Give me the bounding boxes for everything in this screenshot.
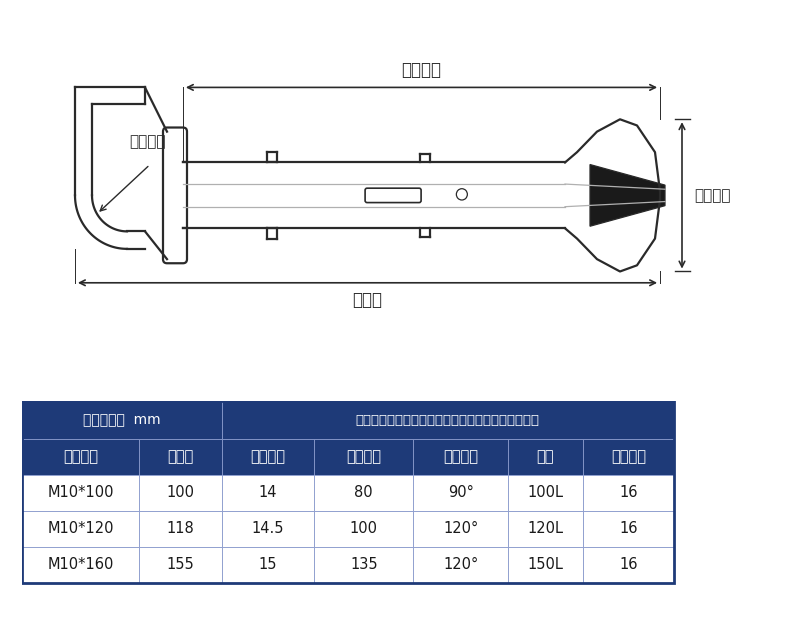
Text: M10*100: M10*100 bbox=[47, 486, 114, 500]
Bar bbox=[583, 547, 674, 583]
Bar bbox=[413, 547, 508, 583]
Text: 16: 16 bbox=[619, 486, 638, 500]
Bar bbox=[22, 475, 139, 511]
Text: 套管外径: 套管外径 bbox=[250, 450, 285, 465]
Text: 80: 80 bbox=[355, 486, 373, 500]
Text: 100L: 100L bbox=[528, 486, 563, 500]
Text: 90°: 90° bbox=[448, 486, 473, 500]
Bar bbox=[314, 439, 413, 475]
Bar bbox=[508, 511, 583, 547]
Polygon shape bbox=[590, 165, 665, 226]
Text: 测量单位：  mm: 测量单位： mm bbox=[83, 413, 160, 427]
Text: 弯头角度: 弯头角度 bbox=[129, 134, 165, 149]
Text: 100: 100 bbox=[166, 486, 194, 500]
Text: M10*160: M10*160 bbox=[47, 557, 114, 573]
Bar bbox=[22, 401, 674, 583]
Bar bbox=[583, 475, 674, 511]
Bar bbox=[221, 475, 314, 511]
Text: 120°: 120° bbox=[443, 521, 478, 536]
Bar bbox=[139, 475, 221, 511]
Text: 套管外径: 套管外径 bbox=[694, 188, 731, 203]
Text: 打孔深度: 打孔深度 bbox=[401, 61, 442, 79]
Text: 15: 15 bbox=[259, 557, 277, 573]
Bar bbox=[22, 439, 139, 475]
Text: 承重: 承重 bbox=[536, 450, 555, 465]
Text: 135: 135 bbox=[350, 557, 378, 573]
Bar bbox=[314, 547, 413, 583]
Text: 弯头角度: 弯头角度 bbox=[443, 450, 478, 465]
Bar bbox=[583, 439, 674, 475]
Bar bbox=[221, 401, 674, 439]
Bar bbox=[413, 439, 508, 475]
Text: 打孔深度: 打孔深度 bbox=[346, 450, 382, 465]
Bar bbox=[22, 401, 221, 439]
Bar bbox=[22, 511, 139, 547]
Text: 14: 14 bbox=[259, 486, 277, 500]
Text: 总长度: 总长度 bbox=[352, 291, 382, 309]
Bar bbox=[508, 547, 583, 583]
FancyBboxPatch shape bbox=[163, 128, 187, 263]
Text: 100: 100 bbox=[350, 521, 378, 536]
Text: 118: 118 bbox=[166, 521, 194, 536]
Bar bbox=[22, 547, 139, 583]
Text: 150L: 150L bbox=[528, 557, 563, 573]
Text: 16: 16 bbox=[619, 521, 638, 536]
Bar bbox=[508, 475, 583, 511]
Text: 注：测量为手工测量可能存在误差，请以实物为准！: 注：测量为手工测量可能存在误差，请以实物为准！ bbox=[356, 413, 540, 426]
FancyBboxPatch shape bbox=[365, 188, 421, 202]
Bar bbox=[314, 475, 413, 511]
Bar bbox=[508, 439, 583, 475]
Text: M10*120: M10*120 bbox=[47, 521, 114, 536]
Bar bbox=[139, 547, 221, 583]
Bar bbox=[221, 511, 314, 547]
Bar bbox=[221, 439, 314, 475]
Bar bbox=[413, 511, 508, 547]
Text: 155: 155 bbox=[166, 557, 194, 573]
Bar bbox=[314, 511, 413, 547]
Bar bbox=[413, 475, 508, 511]
Bar bbox=[583, 511, 674, 547]
Text: 120°: 120° bbox=[443, 557, 478, 573]
Text: 规格型号: 规格型号 bbox=[63, 450, 98, 465]
Bar bbox=[139, 511, 221, 547]
Text: 推荐钻头: 推荐钻头 bbox=[611, 450, 646, 465]
Text: 16: 16 bbox=[619, 557, 638, 573]
Bar bbox=[139, 439, 221, 475]
Text: 120L: 120L bbox=[528, 521, 563, 536]
Text: 总长度: 总长度 bbox=[167, 450, 194, 465]
Bar bbox=[221, 547, 314, 583]
Text: 14.5: 14.5 bbox=[252, 521, 284, 536]
